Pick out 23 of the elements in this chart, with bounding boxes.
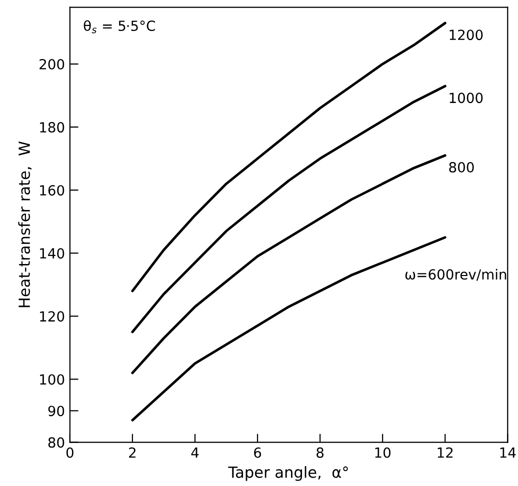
- y-axis-title: Heat-transfer rate, W: [18, 141, 32, 308]
- series-label: 1000: [450, 92, 483, 104]
- x-tick-label: 0: [66, 447, 74, 458]
- x-axis-title: Taper angle, α°: [228, 466, 348, 481]
- annotation: θ$_{s}$ = 5·5°C: [84, 20, 155, 34]
- series-label: ω=600rev/min: [405, 268, 506, 281]
- x-tick-label: 8: [316, 447, 324, 458]
- y-tick-label: 100: [40, 374, 64, 385]
- x-tick-label: 6: [254, 447, 262, 458]
- y-tick-label: 90: [48, 406, 64, 416]
- series-label: 1200: [450, 30, 483, 40]
- y-tick-label: 160: [40, 185, 64, 196]
- y-tick-label: 140: [40, 248, 64, 259]
- y-tick-label: 80: [48, 437, 64, 448]
- x-tick-label: 12: [438, 447, 453, 458]
- y-tick-label: 200: [40, 58, 64, 70]
- series-label: 800: [449, 162, 474, 172]
- x-tick-label: 2: [129, 447, 136, 458]
- x-tick-label: 4: [191, 448, 199, 458]
- y-tick-label: 180: [40, 122, 64, 133]
- x-tick-label: 10: [375, 447, 390, 458]
- y-tick-label: 120: [40, 311, 64, 322]
- x-tick-label: 14: [500, 448, 516, 458]
